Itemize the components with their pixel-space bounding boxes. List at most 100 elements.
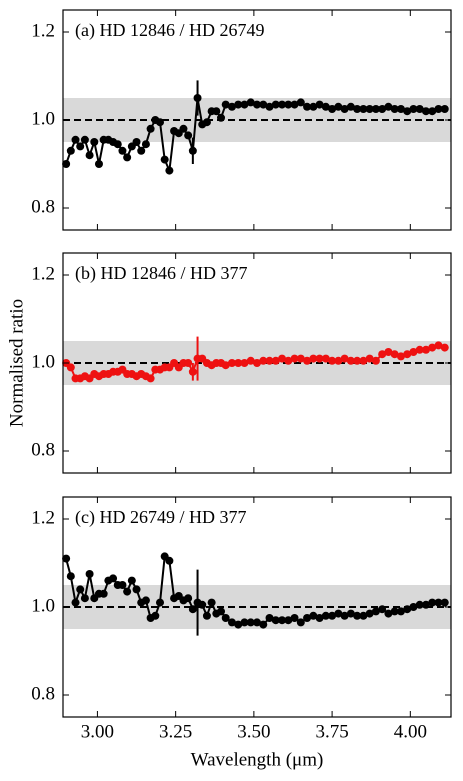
data-point xyxy=(303,614,312,622)
data-point xyxy=(346,102,355,111)
data-point xyxy=(156,118,164,127)
data-point xyxy=(198,600,207,609)
data-point xyxy=(409,603,418,611)
data-point xyxy=(76,585,85,594)
data-point xyxy=(334,102,343,111)
data-point xyxy=(353,105,362,113)
data-point xyxy=(321,354,330,363)
data-point xyxy=(378,350,387,359)
data-point xyxy=(278,354,287,363)
data-point xyxy=(221,614,230,622)
data-point xyxy=(315,614,324,622)
data-point xyxy=(421,600,430,609)
y-tick-label: 1.0 xyxy=(31,595,55,616)
data-point xyxy=(403,605,412,614)
data-point xyxy=(415,600,424,609)
data-point xyxy=(321,102,330,111)
data-point xyxy=(284,356,293,365)
data-point xyxy=(365,609,374,618)
data-point xyxy=(127,576,136,585)
data-point xyxy=(240,100,249,109)
data-point xyxy=(353,611,362,620)
x-tick-label: 3.50 xyxy=(237,721,270,742)
data-point xyxy=(271,100,280,109)
y-tick-label: 1.0 xyxy=(31,108,55,129)
data-point xyxy=(202,611,211,620)
data-point xyxy=(371,105,380,113)
data-point xyxy=(66,363,75,372)
data-point xyxy=(217,607,226,616)
annotation: (c) HD 26749 / HD 377 xyxy=(75,507,246,528)
data-point xyxy=(202,118,211,127)
data-point xyxy=(265,614,274,622)
data-point xyxy=(340,105,349,113)
data-point xyxy=(359,105,368,113)
data-point xyxy=(296,98,305,107)
data-point xyxy=(346,609,355,618)
data-point xyxy=(132,585,141,594)
data-point xyxy=(118,146,127,155)
data-point xyxy=(80,594,89,603)
data-point xyxy=(62,554,71,563)
data-point xyxy=(259,356,268,365)
data-point xyxy=(346,356,355,365)
data-point xyxy=(296,354,305,363)
data-point xyxy=(371,607,380,616)
data-point xyxy=(315,100,324,109)
y-tick-label: 1.2 xyxy=(31,20,55,41)
data-point xyxy=(259,620,268,629)
data-point xyxy=(434,105,443,113)
data-point xyxy=(271,616,280,625)
data-point xyxy=(403,350,412,359)
data-point xyxy=(188,146,197,155)
data-point xyxy=(396,607,405,616)
data-point xyxy=(378,105,387,113)
data-point xyxy=(384,348,393,356)
data-point xyxy=(156,598,164,607)
data-point xyxy=(290,354,299,363)
data-point xyxy=(246,618,255,627)
data-point xyxy=(365,354,374,363)
y-tick-label: 1.2 xyxy=(31,263,55,284)
data-point xyxy=(315,354,324,363)
data-point xyxy=(71,135,80,144)
data-point xyxy=(66,572,75,581)
data-point xyxy=(303,102,312,111)
data-point xyxy=(151,611,160,620)
data-point xyxy=(76,142,85,151)
data-point xyxy=(328,611,337,620)
data-point xyxy=(160,155,169,164)
y-tick-label: 0.8 xyxy=(31,683,55,704)
data-point xyxy=(390,350,399,359)
data-point xyxy=(234,100,243,109)
data-point xyxy=(227,359,236,367)
data-point xyxy=(396,105,405,113)
data-point xyxy=(296,618,305,627)
y-tick-label: 1.0 xyxy=(31,351,55,372)
x-tick-label: 3.00 xyxy=(81,721,114,742)
data-point xyxy=(253,100,261,109)
data-point xyxy=(132,138,141,146)
x-axis-label: Wavelength (μm) xyxy=(191,749,324,770)
data-point xyxy=(328,356,337,365)
data-point xyxy=(146,374,155,383)
data-point xyxy=(278,616,287,625)
data-point xyxy=(240,359,249,367)
data-point xyxy=(428,107,437,116)
data-point xyxy=(80,135,89,144)
data-point xyxy=(290,100,299,109)
data-point xyxy=(94,160,103,168)
data-point xyxy=(234,359,243,367)
data-point xyxy=(193,94,202,102)
y-tick-label: 0.8 xyxy=(31,196,55,217)
y-tick-label: 1.2 xyxy=(31,507,55,528)
data-point xyxy=(184,359,193,367)
data-point xyxy=(188,605,197,614)
data-point xyxy=(328,105,337,113)
data-point xyxy=(265,356,274,365)
data-point xyxy=(217,113,226,122)
data-point xyxy=(440,598,449,607)
data-point xyxy=(390,105,399,113)
data-point xyxy=(253,618,261,627)
